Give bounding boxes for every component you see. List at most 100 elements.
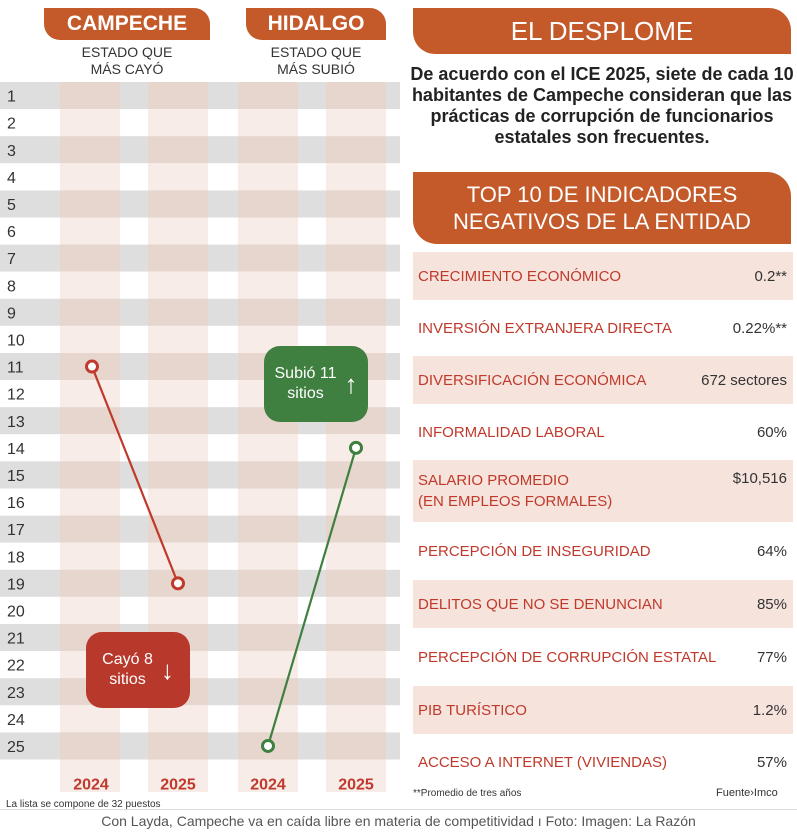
year-column-cell [326,515,386,543]
indicator-list: CRECIMIENTO ECONÓMICO 0.2** INVERSIÓN EX… [413,252,793,790]
indicator-name: INFORMALIDAD LABORAL [418,423,605,441]
year-column-cell [148,705,208,733]
hidalgo-line [266,447,358,747]
year-column-cell [148,407,208,435]
indicator-name: DELITOS QUE NO SE DENUNCIAN [418,595,663,613]
indicator-name: INVERSIÓN EXTRANJERA DIRECTA [418,319,672,337]
indicator-value: 1.2% [752,701,787,719]
rank-label: 20 [7,603,25,620]
hidalgo-point-2025 [349,440,363,455]
rank-label: 7 [7,251,16,268]
badge-rose-line1: Subió 11 [274,365,337,382]
rank-label: 19 [7,576,25,593]
year-column-cell [60,217,120,245]
year-column-cell [60,244,120,272]
year-column-cell [238,515,298,543]
year-column-cell [238,624,298,652]
indicator-name: CRECIMIENTO ECONÓMICO [418,267,622,285]
year-column-cell [148,163,208,191]
year-column-cell [238,190,298,218]
indicator-name: DIVERSIFICACIÓN ECONÓMICA [418,371,647,389]
year-column-cell [238,759,298,792]
top10-line2: NEGATIVOS DE LA ENTIDAD [453,209,751,234]
year-column-cell [326,244,386,272]
rank-label: 1 [7,89,16,106]
arrow-down-icon: ↓ [160,655,174,685]
indicator-value: 85% [756,595,787,613]
section-header: EL DESPLOME [413,8,791,54]
year-column-cell [238,542,298,570]
indicator-value: 77% [756,648,787,666]
year-column-cell [326,136,386,164]
year-column-cell [238,244,298,272]
year-column-cell [238,434,298,462]
year-column-cell [326,488,386,516]
hidalgo-tab: HIDALGO [246,8,386,40]
campeche-line [90,366,180,584]
list-note: La lista se compone de 32 puestos [6,799,161,810]
year-label: 2025 [160,777,196,793]
year-column-cell [238,705,298,733]
year-column-cell [238,651,298,679]
year-column-cell [326,651,386,679]
campeche-tab: CAMPECHE [44,8,210,40]
year-column-cell [326,678,386,706]
rank-label: 8 [7,278,16,295]
rank-label: 6 [7,224,16,241]
year-column-cell [148,732,208,760]
badge-rose-text: Subió 11 sitios [275,364,337,404]
year-column-cell [326,732,386,760]
year-column-cell [326,461,386,489]
year-column-cell [60,732,120,760]
indicator-value: 0.22%** [732,319,787,337]
top10-line1: TOP 10 DE INDICADORES [466,182,738,207]
year-column-cell [238,298,298,326]
year-column-cell [148,82,208,110]
year-column-cell [60,109,120,137]
rank-label: 21 [7,631,25,648]
rank-label: 16 [7,495,25,512]
year-label: 2024 [73,777,109,793]
campeche-point-2024 [85,359,99,374]
year-label: 2025 [338,777,374,793]
indicator-value: 64% [756,542,787,560]
year-column-cell [326,217,386,245]
indicator-row: INVERSIÓN EXTRANJERA DIRECTA 0.22%** [413,300,793,356]
photo-caption: Con Layda, Campeche va en caída libre en… [101,813,696,829]
indicator-row: ACCESO A INTERNET (VIVIENDAS) 57% [413,734,793,790]
indicator-name: PERCEPCIÓN DE INSEGURIDAD [418,542,651,560]
year-column-cell [60,82,120,110]
indicator-name: SALARIO PROMEDIO (EN EMPLEOS FORMALES) [418,470,612,512]
year-column-cell [148,515,208,543]
year-column-cell [148,434,208,462]
indicator-value: 672 sectores [701,371,787,389]
hidalgo-point-2024 [261,738,275,753]
hidalgo-subtitle: ESTADO QUE MÁS SUBIÓ [236,44,396,78]
year-column-cell [238,678,298,706]
year-column-cell [238,596,298,624]
year-column-cell [326,542,386,570]
top10-header: TOP 10 DE INDICADORES NEGATIVOS DE LA EN… [413,172,791,244]
campeche-point-2025 [171,576,185,591]
year-column-cell [148,271,208,299]
year-column-cell [148,596,208,624]
year-column-cell [148,109,208,137]
year-column-cell [238,82,298,110]
indicator-row: PERCEPCIÓN DE INSEGURIDAD 64% [413,522,793,580]
year-column-cell [60,407,120,435]
rank-label: 13 [7,414,25,431]
year-column-cell [148,488,208,516]
year-column-cell [148,136,208,164]
year-label: 2024 [250,777,286,793]
year-column-cell [60,515,120,543]
indicator-value: 0.2** [754,267,787,285]
rank-label: 10 [7,332,25,349]
year-column-cell [148,759,208,792]
year-column-cell [148,244,208,272]
year-column-cell [326,298,386,326]
hidalgo-subtitle-line2: MÁS SUBIÓ [277,61,355,77]
year-column-cell [60,488,120,516]
year-column-cell [238,163,298,191]
indicator-name-line1: SALARIO PROMEDIO [418,472,569,489]
campeche-subtitle: ESTADO QUE MÁS CAYÓ [44,44,210,78]
